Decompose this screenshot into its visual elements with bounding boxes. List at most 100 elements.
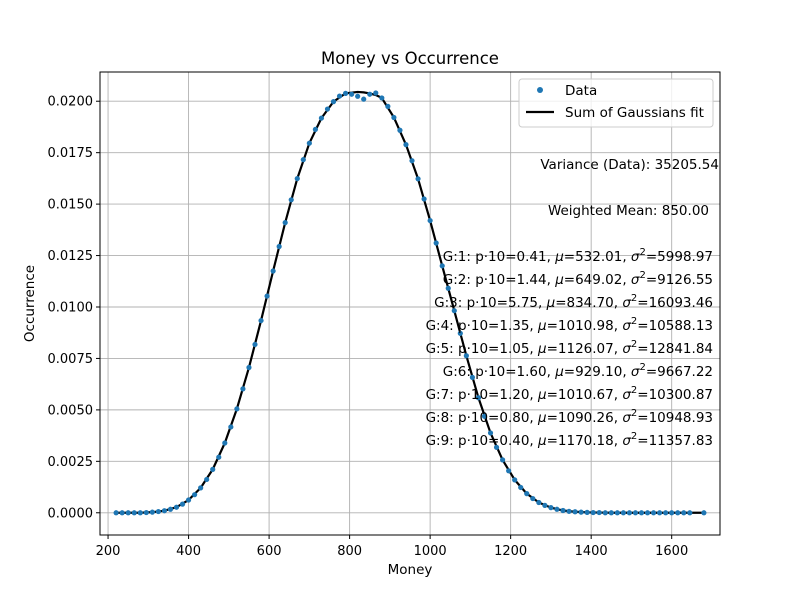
data-point: [469, 374, 475, 380]
sigma-exponent: 2: [631, 316, 637, 327]
data-point: [222, 440, 228, 446]
gaussian-prefix: G:8: p·10=0.80,: [426, 410, 538, 426]
gaussian-parameter-label: G:2: p·10=1.44, μ=649.02, σ2=9126.55: [443, 270, 713, 288]
x-tick-label: 200: [96, 544, 121, 559]
sigma-symbol: σ: [622, 387, 631, 403]
data-point: [487, 430, 494, 436]
data-point: [493, 444, 500, 450]
data-point: [330, 99, 337, 105]
mu-symbol: μ: [537, 410, 547, 426]
x-tick-label: 1400: [575, 544, 608, 559]
sigma-exponent: 2: [631, 408, 637, 419]
gaussian-sigma2: =10300.87: [637, 387, 713, 403]
plot-frame: [99, 71, 721, 536]
data-point: [620, 510, 626, 516]
data-point: [216, 454, 222, 460]
data-point: [288, 197, 294, 203]
y-tick-label: 0.0075: [48, 352, 94, 367]
data-point: [161, 508, 168, 514]
data-point: [179, 501, 186, 507]
data-point: [536, 499, 542, 506]
data-point: [681, 510, 687, 516]
data-point: [687, 510, 693, 516]
data-point: [318, 115, 325, 121]
data-point: [518, 484, 524, 491]
x-tick-label: 1600: [655, 544, 688, 559]
gaussian-sigma2: =10948.93: [637, 410, 713, 426]
data-point: [596, 509, 602, 516]
data-point: [542, 502, 548, 508]
data-point: [675, 510, 681, 516]
gaussian-sigma2: =9667.22: [646, 364, 713, 380]
data-point: [155, 508, 161, 515]
data-point: [143, 509, 149, 516]
data-point: [361, 96, 367, 102]
gaussian-sigma2: =5998.97: [646, 249, 713, 265]
data-point: [167, 506, 174, 512]
data-point: [397, 127, 403, 133]
sigma-symbol: σ: [622, 341, 631, 357]
sigma-exponent: 2: [631, 339, 637, 350]
data-point: [701, 510, 707, 516]
data-point: [530, 495, 536, 502]
gaussian-mu: =1010.67,: [547, 387, 623, 403]
data-point: [457, 330, 463, 336]
weighted-mean-annotation: Weighted Mean: 850.00: [548, 203, 709, 219]
sigma-exponent: 2: [631, 431, 637, 442]
sigma-exponent: 2: [631, 385, 637, 396]
variance-annotation: Variance (Data): 35205.54: [540, 157, 719, 173]
data-point: [560, 507, 566, 514]
data-point: [373, 90, 379, 96]
data-point: [602, 510, 608, 516]
gaussian-parameter-label: G:3: p·10=5.75, μ=834.70, σ2=16093.46: [434, 293, 713, 311]
data-point: [228, 424, 234, 430]
gaussian-parameter-label: G:6: p·10=1.60, μ=929.10, σ2=9667.22: [443, 362, 713, 380]
gaussian-mu: =929.10,: [564, 364, 631, 380]
data-point: [500, 457, 506, 463]
mu-symbol: μ: [537, 318, 547, 334]
gaussian-sigma2: =12841.84: [637, 341, 713, 357]
data-point: [463, 353, 469, 359]
data-point: [632, 510, 639, 516]
gaussian-prefix: G:7: p·10=1.20,: [426, 387, 538, 403]
data-point: [149, 509, 155, 515]
sigma-symbol: σ: [622, 295, 631, 311]
gaussian-prefix: G:9: p·10=0.40,: [426, 433, 538, 449]
data-point: [300, 157, 306, 163]
data-point: [234, 406, 240, 412]
data-point: [445, 285, 451, 291]
data-point: [409, 158, 415, 164]
data-point: [336, 93, 343, 99]
y-tick-label: 0.0175: [48, 146, 94, 161]
gaussian-mu: =1170.18,: [547, 433, 623, 449]
data-point: [282, 220, 288, 226]
gaussian-sigma2: =11357.83: [637, 433, 713, 449]
mu-symbol: μ: [554, 272, 564, 288]
gaussian-parameter-label: G:7: p·10=1.20, μ=1010.67, σ2=10300.87: [426, 385, 713, 403]
data-point: [306, 140, 312, 146]
mu-symbol: μ: [537, 433, 547, 449]
sigma-symbol: σ: [622, 433, 631, 449]
data-point: [590, 509, 596, 516]
gaussian-prefix: G:4: p·10=1.35,: [426, 318, 538, 334]
x-tick-label: 1200: [494, 544, 527, 559]
legend: Data Sum of Gaussians fit: [518, 78, 714, 128]
gaussian-sigma2: =16093.46: [637, 295, 713, 311]
gaussian-mu: =1010.98,: [547, 318, 623, 334]
data-point: [324, 106, 331, 112]
series-data-group: [113, 90, 707, 516]
gaussian-sigma2: =9126.55: [646, 272, 713, 288]
data-point: [355, 93, 361, 99]
legend-label-fit: Sum of Gaussians fit: [565, 105, 704, 121]
data-point: [391, 114, 397, 121]
sigma-symbol: σ: [631, 364, 640, 380]
data-point: [415, 176, 421, 182]
data-point: [433, 240, 439, 246]
y-tick-label: 0.0000: [48, 506, 94, 521]
mu-symbol: μ: [537, 341, 547, 357]
data-point: [258, 317, 264, 324]
gaussian-mu: =1090.26,: [547, 410, 623, 426]
data-point: [185, 497, 192, 503]
data-point: [198, 485, 204, 491]
legend-marker-data: [537, 87, 543, 93]
